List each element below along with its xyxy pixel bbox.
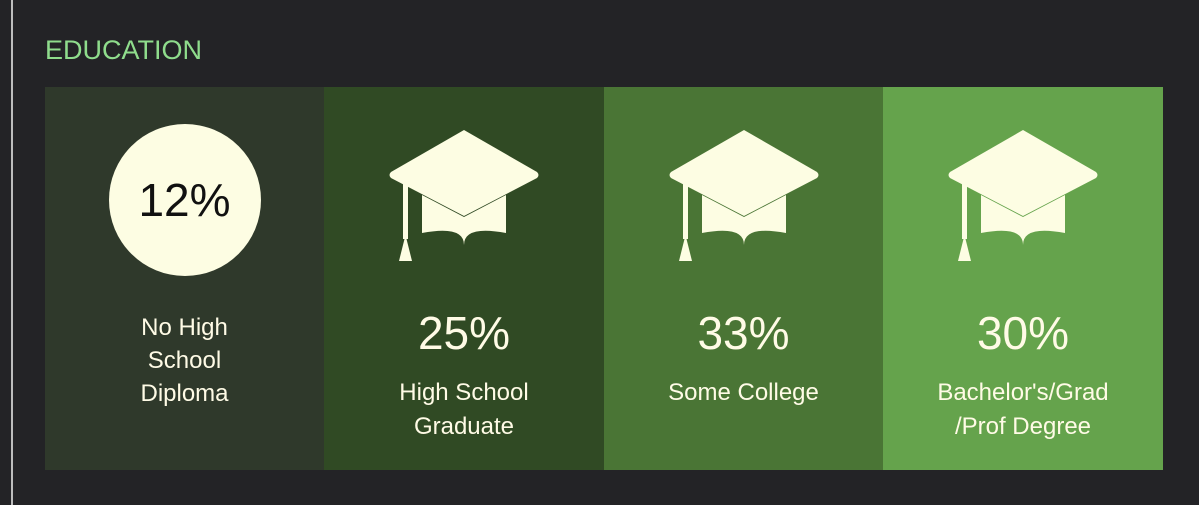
stat-label: School <box>147 347 222 374</box>
divider <box>11 0 13 505</box>
stat-card: 30% Bachelor's/Grad/Prof Degree <box>883 87 1163 470</box>
percent-circle: 12% <box>108 124 261 276</box>
stat-label: Graduate <box>413 413 515 440</box>
stat-label: Some College <box>668 379 819 406</box>
percent-value: 12% <box>138 174 231 226</box>
stat-label: Bachelor's/Grad <box>937 379 1109 406</box>
stat-label: Diploma <box>140 380 229 407</box>
education-panel: 12% No High School Diploma 25% High School Gra… <box>45 87 1163 470</box>
percent-value: 30% <box>976 307 1070 359</box>
graduation-cap-icon <box>669 130 818 261</box>
stat-label: High School <box>399 379 529 406</box>
stat-card: 12% No High School Diploma <box>45 87 324 470</box>
graduation-cap-icon <box>948 130 1098 261</box>
section-title: EDUCATION <box>45 35 203 65</box>
percent-value: 33% <box>697 307 790 359</box>
percent-value: 25% <box>417 307 511 359</box>
stat-card: 25% High School Graduate <box>324 87 604 470</box>
graduation-cap-icon <box>389 130 539 261</box>
stat-label: No High <box>141 314 228 341</box>
stat-label: /Prof Degree <box>954 413 1092 440</box>
stat-card: 33% Some College <box>604 87 883 470</box>
